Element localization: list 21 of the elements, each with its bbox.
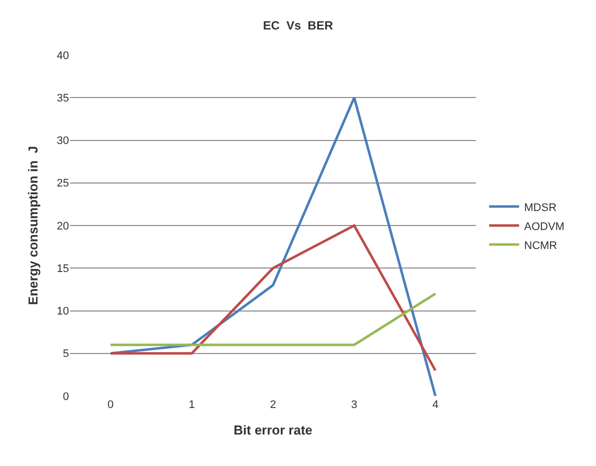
x-axis-title: Bit error rate [234, 422, 312, 438]
y-tick-label: 0 [62, 390, 69, 403]
legend-label: MDSR [524, 202, 557, 214]
y-tick-label: 5 [62, 348, 69, 360]
y-tick-label: 30 [56, 135, 69, 148]
y-tick-label: 25 [56, 178, 69, 190]
x-tick-label: 1 [188, 399, 195, 411]
y-tick-label: 15 [56, 262, 69, 275]
chart-title: EC Vs BER [262, 18, 334, 32]
x-tick-label: 4 [432, 399, 438, 411]
line-series [109, 224, 437, 372]
x-tick-label: 0 [108, 399, 114, 411]
legend-label: NCMR [524, 240, 558, 252]
x-tick-label: 2 [270, 399, 276, 411]
y-tick-label: 35 [56, 92, 69, 104]
x-tick-label: 3 [351, 399, 358, 411]
legend-label: AODVM [524, 220, 564, 233]
y-tick-label: 10 [56, 306, 69, 318]
y-axis-title: Energy consumption in J [26, 146, 41, 305]
y-tick-label: 40 [56, 50, 69, 62]
y-tick-label: 20 [56, 220, 69, 232]
